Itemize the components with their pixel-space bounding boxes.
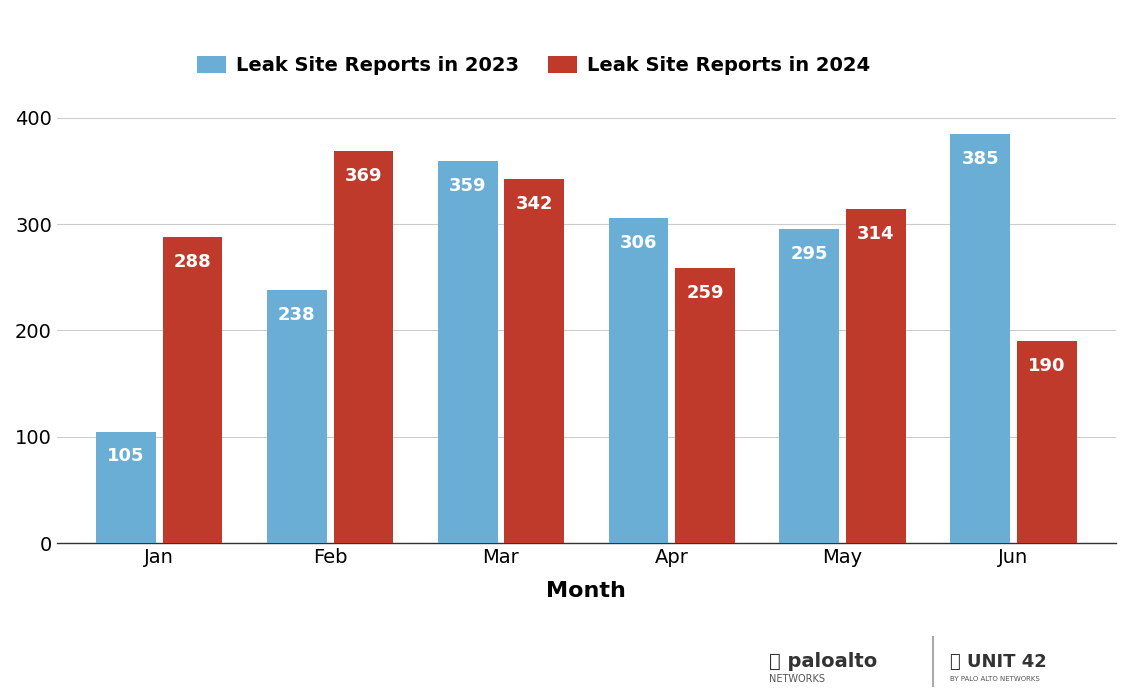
Bar [779,230,839,543]
Text: 288: 288 [174,253,211,271]
Bar [267,290,327,543]
Text: 190: 190 [1028,357,1065,375]
Legend: Leak Site Reports in 2023, Leak Site Reports in 2024: Leak Site Reports in 2023, Leak Site Rep… [189,48,878,83]
Text: 295: 295 [791,245,828,263]
Bar [846,209,906,543]
Bar [950,134,1010,543]
Text: 314: 314 [857,225,895,243]
Text: 259: 259 [687,284,724,302]
Bar [1017,341,1077,543]
Text: 105: 105 [107,447,145,466]
Text: 342: 342 [516,195,553,214]
Text: 238: 238 [278,306,316,324]
Bar [608,218,668,543]
Bar [438,161,498,543]
Text: 🔶 UNIT 42: 🔶 UNIT 42 [950,652,1047,671]
Bar [96,431,156,543]
Text: 359: 359 [449,177,486,195]
X-axis label: Month: Month [546,581,627,601]
Text: 306: 306 [620,234,657,251]
Bar [504,179,564,543]
Text: 369: 369 [345,167,382,185]
Text: BY PALO ALTO NETWORKS: BY PALO ALTO NETWORKS [950,676,1039,682]
Bar [163,237,223,543]
Text: 🔶 paloalto: 🔶 paloalto [769,652,878,671]
Text: 385: 385 [961,150,999,167]
Bar [334,150,394,543]
Bar [675,267,735,543]
Text: NETWORKS: NETWORKS [769,674,826,684]
